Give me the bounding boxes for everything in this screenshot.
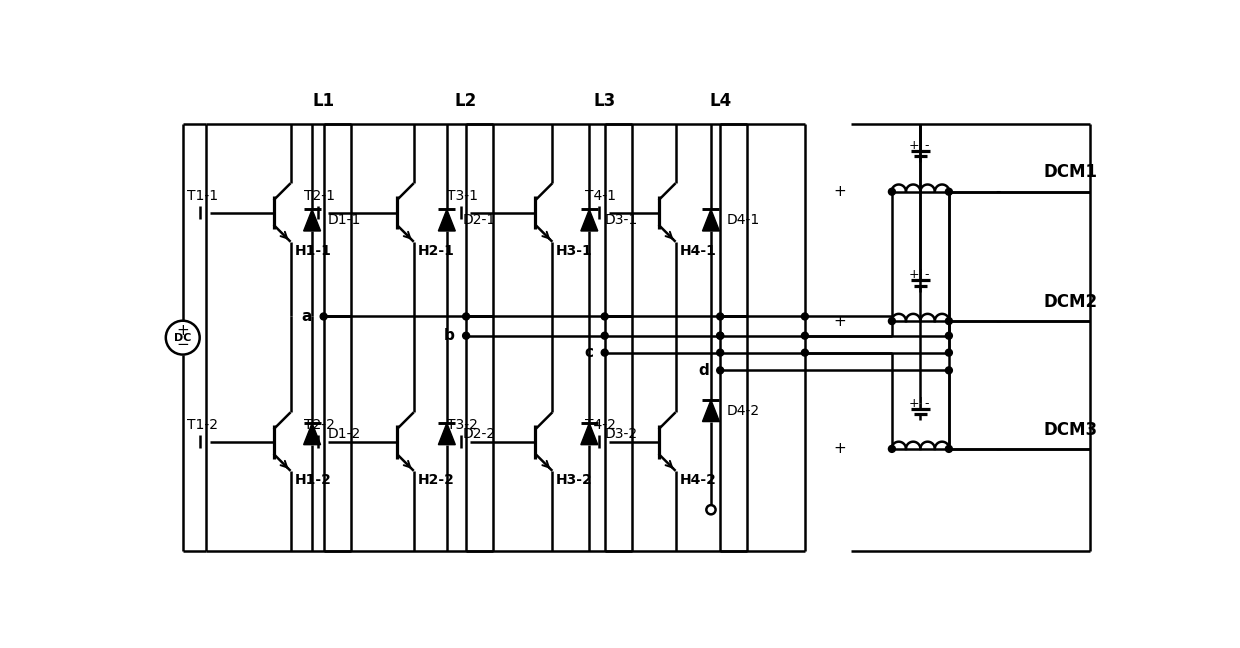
Circle shape	[320, 313, 327, 320]
Text: |: |	[919, 268, 923, 281]
Text: -: -	[994, 441, 1001, 456]
Text: T1-1: T1-1	[186, 189, 218, 203]
Text: DCM3: DCM3	[1044, 421, 1097, 439]
Text: T2-1: T2-1	[304, 189, 335, 203]
Text: -: -	[994, 314, 1001, 329]
Circle shape	[717, 349, 724, 356]
Circle shape	[717, 332, 724, 339]
Circle shape	[801, 332, 808, 339]
Text: H1-1: H1-1	[294, 244, 331, 258]
Text: -: -	[924, 268, 929, 281]
Polygon shape	[703, 209, 719, 231]
Text: L4: L4	[709, 92, 732, 110]
Circle shape	[888, 318, 895, 325]
Text: L1: L1	[312, 92, 335, 110]
Circle shape	[717, 313, 724, 320]
Text: D3-2: D3-2	[605, 427, 637, 441]
Circle shape	[463, 332, 470, 339]
Text: DC: DC	[174, 332, 191, 343]
Text: +: +	[176, 323, 190, 338]
Circle shape	[717, 332, 724, 339]
Circle shape	[601, 349, 608, 356]
Text: d: d	[698, 363, 708, 378]
Text: T2-2: T2-2	[304, 418, 335, 432]
Text: -: -	[924, 397, 929, 410]
Text: D1-2: D1-2	[327, 427, 361, 441]
Text: b: b	[444, 328, 455, 343]
Circle shape	[601, 332, 608, 339]
Text: H1-2: H1-2	[294, 473, 331, 487]
Circle shape	[463, 313, 470, 320]
Circle shape	[945, 318, 952, 325]
Text: +: +	[833, 314, 846, 329]
Text: L2: L2	[455, 92, 477, 110]
Text: H3-1: H3-1	[557, 244, 593, 258]
Text: D2-2: D2-2	[463, 427, 495, 441]
Text: T1-2: T1-2	[186, 418, 217, 432]
Text: D4-2: D4-2	[727, 404, 759, 418]
Text: D1-1: D1-1	[327, 213, 361, 227]
Circle shape	[801, 349, 808, 356]
Text: |: |	[919, 397, 923, 410]
Text: T4-1: T4-1	[585, 189, 616, 203]
Text: DCM2: DCM2	[1044, 293, 1097, 311]
Circle shape	[601, 313, 608, 320]
Text: +: +	[833, 441, 846, 456]
Polygon shape	[439, 209, 455, 231]
Text: c: c	[584, 345, 593, 360]
Text: H4-1: H4-1	[680, 244, 717, 258]
Text: |: |	[919, 139, 923, 152]
Text: +: +	[909, 397, 920, 410]
Circle shape	[888, 445, 895, 452]
Circle shape	[945, 332, 952, 339]
Text: H2-2: H2-2	[418, 473, 455, 487]
Text: H4-2: H4-2	[680, 473, 717, 487]
Polygon shape	[304, 209, 321, 231]
Text: D3-1: D3-1	[605, 213, 637, 227]
Polygon shape	[580, 209, 598, 231]
Text: D4-1: D4-1	[727, 213, 760, 227]
Text: +: +	[909, 139, 920, 152]
Polygon shape	[439, 423, 455, 445]
Text: T3-2: T3-2	[446, 418, 477, 432]
Circle shape	[945, 349, 952, 356]
Text: L3: L3	[594, 92, 616, 110]
Circle shape	[801, 313, 808, 320]
Circle shape	[888, 189, 895, 195]
Polygon shape	[580, 423, 598, 445]
Text: -: -	[924, 139, 929, 152]
Text: H3-2: H3-2	[557, 473, 593, 487]
Text: T3-1: T3-1	[446, 189, 477, 203]
Text: a: a	[301, 309, 312, 324]
Circle shape	[945, 189, 952, 195]
Text: -: -	[994, 184, 1001, 199]
Circle shape	[945, 445, 952, 452]
Text: H2-1: H2-1	[418, 244, 455, 258]
Text: +: +	[909, 268, 920, 281]
Text: −: −	[176, 337, 190, 352]
Text: D2-1: D2-1	[463, 213, 496, 227]
Polygon shape	[304, 423, 321, 445]
Text: +: +	[833, 184, 846, 199]
Text: T4-2: T4-2	[585, 418, 616, 432]
Circle shape	[717, 367, 724, 374]
Polygon shape	[703, 400, 719, 422]
Circle shape	[945, 367, 952, 374]
Text: DCM1: DCM1	[1044, 163, 1097, 181]
